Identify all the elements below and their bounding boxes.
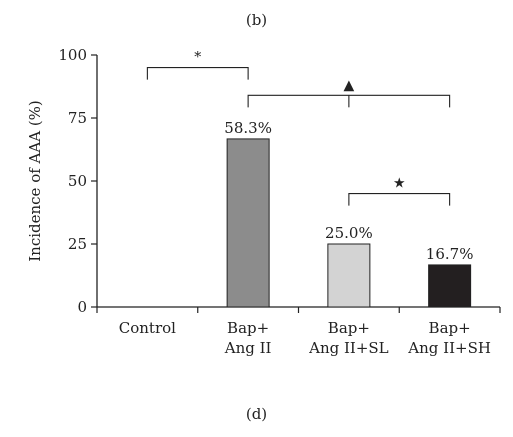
- significance-symbol: *: [194, 50, 201, 66]
- y-axis-title: Incidence of AAA (%): [26, 100, 44, 262]
- panel-label-top: (b): [245, 11, 268, 29]
- bar: [327, 243, 371, 308]
- data-label: 25.0%: [325, 224, 373, 242]
- significance-symbol: ★: [393, 176, 406, 192]
- significance-annotations: * ▲ ★: [146, 50, 451, 206]
- bracket-line: [348, 193, 451, 206]
- bracket-line: [146, 67, 249, 80]
- x-tick-label: Bap+ Ang II+SL: [308, 319, 389, 357]
- significance-bracket: *: [146, 50, 249, 80]
- significance-symbol: ▲: [343, 77, 354, 93]
- data-label: 16.7%: [426, 245, 474, 263]
- y-tick-label: 0: [77, 298, 87, 316]
- y-tick-label: 25: [68, 235, 87, 253]
- data-label: 58.3%: [224, 119, 272, 137]
- chart-bars: 58.3% 25.0% 16.7%: [224, 119, 474, 308]
- y-tick-label: 100: [58, 46, 87, 64]
- y-tick-label: 50: [68, 172, 87, 190]
- x-tick-label: Control: [119, 319, 176, 337]
- significance-bracket: ▲: [247, 77, 451, 108]
- y-tick-label: 75: [68, 109, 87, 127]
- x-tick-label: Bap+ Ang II: [224, 319, 272, 357]
- x-tick-label: Bap+ Ang II+SH: [407, 319, 491, 357]
- chart-axes: 0 25 50 75 100 Incidence of AAA (%) Control Bap…: [26, 46, 501, 357]
- panel-label-bottom: (d): [245, 405, 268, 423]
- bar: [226, 138, 270, 308]
- bar: [428, 264, 472, 308]
- significance-bracket: ★: [348, 176, 451, 206]
